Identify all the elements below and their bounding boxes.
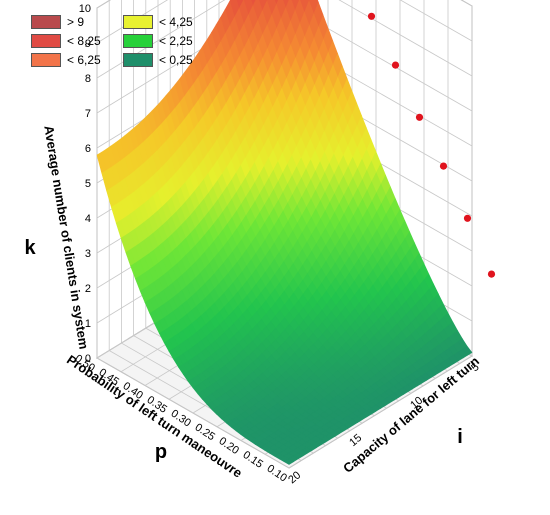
z-tick-label: 3 <box>85 248 91 260</box>
legend-swatch <box>123 15 153 29</box>
grid-line-p <box>288 355 473 469</box>
legend: > 9 < 8,25 < 6,25 < 4,25 < 2,25 < 0,25 <box>31 14 231 72</box>
surface-plot <box>96 0 473 465</box>
surface-cell <box>283 458 295 465</box>
z-tick-label: 9 <box>85 38 91 50</box>
z-tick-label: 8 <box>85 73 91 85</box>
legend-label: < 4,25 <box>159 15 193 29</box>
legend-label: < 2,25 <box>159 34 193 48</box>
legend-item: < 8,25 <box>31 33 101 49</box>
z-axis-symbol: k <box>24 237 36 259</box>
wall-point <box>415 113 424 121</box>
i-tick-label: 20 <box>286 469 303 486</box>
wall-point <box>367 12 376 20</box>
legend-label: < 8,25 <box>67 34 101 48</box>
legend-item: < 4,25 <box>123 14 193 30</box>
legend-label: < 0,25 <box>159 53 193 67</box>
wall-point <box>439 162 448 170</box>
surface-cell <box>250 0 257 7</box>
z-tick-label: 4 <box>85 213 91 225</box>
p-axis-symbol: p <box>155 441 167 463</box>
wall-point <box>391 61 400 69</box>
legend-swatch <box>31 53 61 67</box>
z-tick-label: 1 <box>85 318 91 330</box>
wall-point <box>487 270 496 278</box>
z-tick-label: 2 <box>85 283 91 295</box>
z-axis-label: Average number of clients in system <box>41 124 91 350</box>
i-axis-symbol: i <box>457 426 463 448</box>
legend-label: > 9 <box>67 15 85 29</box>
z-tick-label: 0 <box>85 353 91 365</box>
legend-item: < 2,25 <box>123 33 193 49</box>
surface-cell <box>274 0 279 6</box>
wall-point <box>463 214 472 222</box>
legend-item: < 6,25 <box>31 52 101 68</box>
legend-swatch <box>123 34 153 48</box>
legend-label: < 6,25 <box>67 53 101 67</box>
z-tick-label: 10 <box>79 3 91 15</box>
z-tick-label: 5 <box>85 178 91 190</box>
wall-points <box>367 12 496 278</box>
legend-swatch <box>31 15 61 29</box>
legend-swatch <box>123 53 153 67</box>
legend-swatch <box>31 34 61 48</box>
z-tick-label: 6 <box>85 143 91 155</box>
legend-item: < 0,25 <box>123 52 193 68</box>
z-tick-label: 7 <box>85 108 91 120</box>
legend-item: > 9 <box>31 14 84 30</box>
grid-line-z <box>399 0 473 42</box>
